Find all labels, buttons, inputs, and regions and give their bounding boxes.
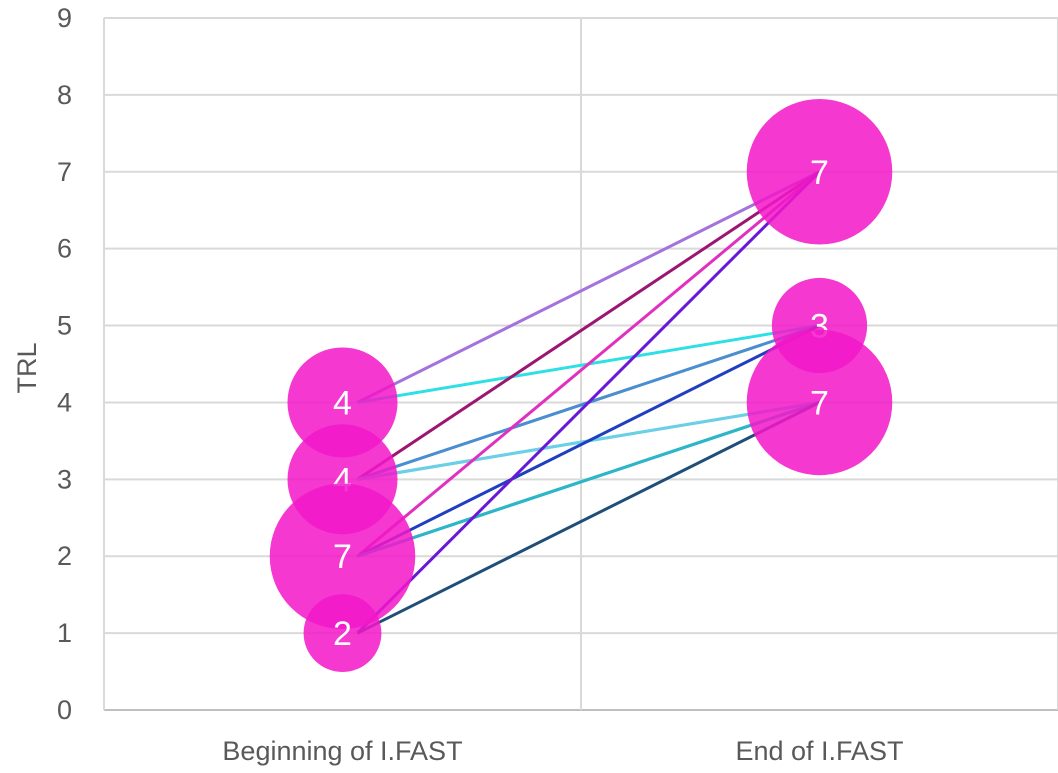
y-tick-labels: 0 1 2 3 4 5 6 7 8 9 — [57, 3, 72, 725]
bubble — [746, 99, 893, 245]
connection-line-3 — [356, 170, 821, 481]
y-tick-label: 2 — [57, 541, 72, 571]
connection-lines — [356, 170, 821, 635]
connection-line-1 — [356, 170, 821, 404]
y-tick-label: 0 — [57, 695, 72, 725]
connection-line-11 — [356, 170, 821, 635]
y-tick-label: 6 — [57, 234, 72, 264]
x-tick-label: End of I.FAST — [735, 736, 903, 766]
connection-line-8 — [356, 324, 821, 558]
y-tick-label: 4 — [57, 387, 72, 417]
bubble-label: 7 — [810, 384, 829, 422]
y-tick-label: 7 — [57, 157, 72, 187]
connection-line-10 — [357, 401, 820, 558]
y-tick-label: 9 — [57, 3, 72, 33]
bubble-label: 7 — [810, 154, 829, 192]
bubble-label: 7 — [333, 538, 352, 576]
y-tick-label: 3 — [57, 464, 72, 494]
bubble — [269, 483, 416, 629]
bubble — [303, 594, 382, 673]
bubble-label: 2 — [333, 615, 352, 653]
y-tick-label: 8 — [57, 80, 72, 110]
bubble-label: 4 — [333, 384, 352, 422]
y-tick-label: 5 — [57, 311, 72, 341]
bubble — [287, 347, 398, 458]
grid-lines — [103, 17, 1058, 711]
y-tick-label: 1 — [57, 618, 72, 648]
x-tick-labels: Beginning of I.FAST End of I.FAST — [222, 736, 903, 766]
y-axis-title: TRL — [12, 342, 42, 393]
x-tick-label: Beginning of I.FAST — [222, 736, 462, 766]
connection-line-7 — [356, 170, 821, 558]
bubble — [746, 329, 893, 476]
connection-line-12 — [356, 401, 821, 635]
